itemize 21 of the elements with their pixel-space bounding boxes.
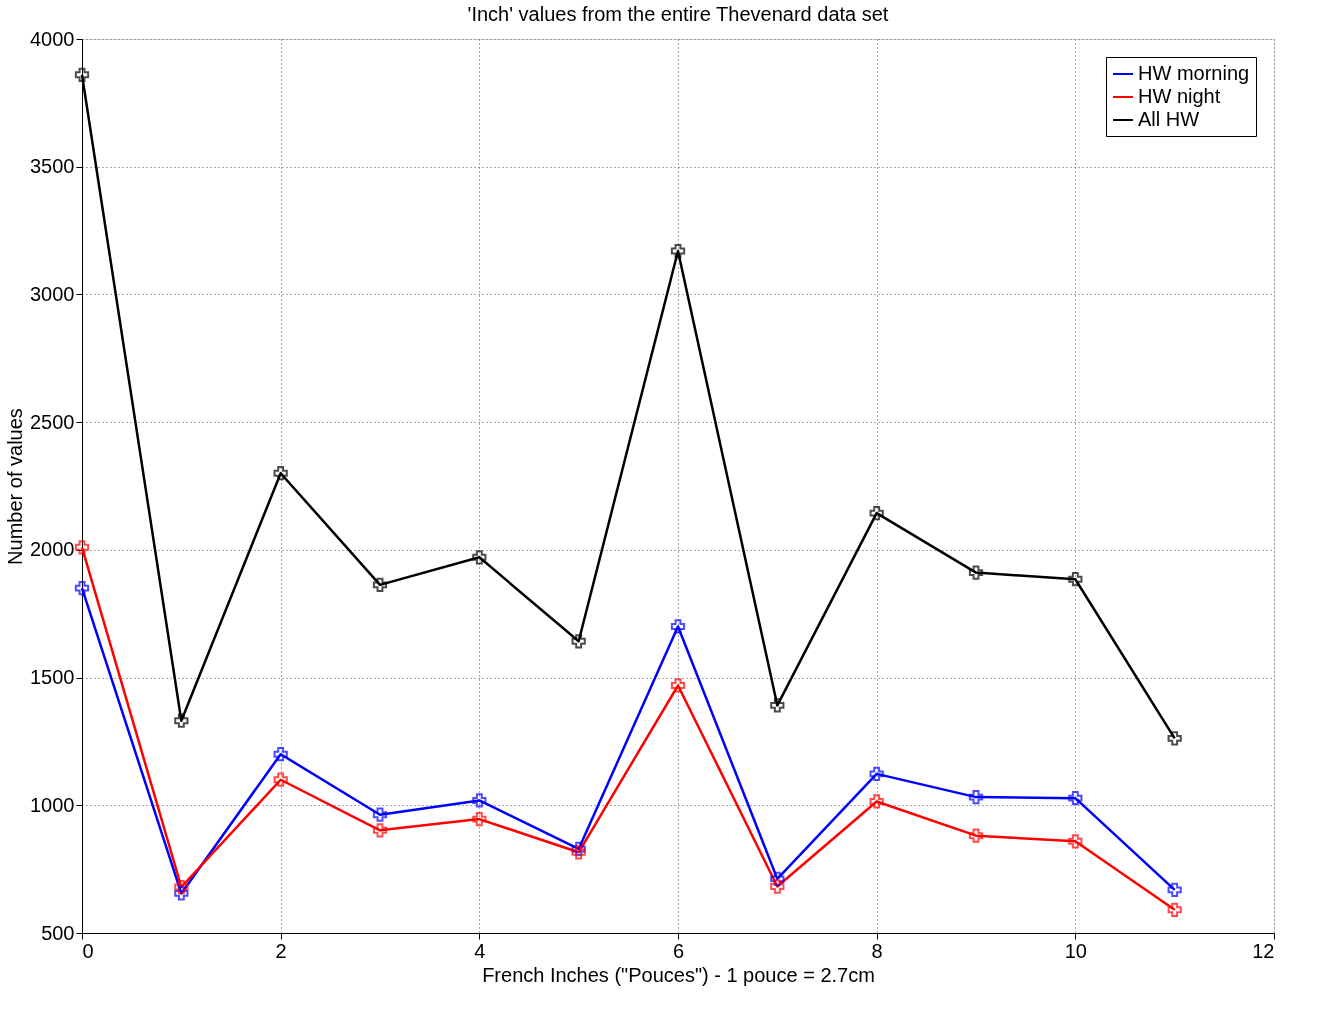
x-tick-label: 6 xyxy=(672,939,685,962)
y-tick-label: 1000 xyxy=(30,793,75,816)
x-tick-label: 4 xyxy=(474,939,486,962)
y-tick-label: 3000 xyxy=(30,282,75,305)
y-tick-label: 1500 xyxy=(30,666,75,689)
x-tick-label: 12 xyxy=(1252,939,1275,962)
y-tick-label: 4000 xyxy=(30,27,75,50)
y-tick-label: 2500 xyxy=(30,410,75,433)
legend-label: HW night xyxy=(1138,85,1221,107)
x-tick-label: 0 xyxy=(82,939,94,962)
y-axis-title: Number of values xyxy=(4,408,27,565)
x-tick-label: 2 xyxy=(275,939,287,962)
y-tick-label: 2000 xyxy=(30,538,75,561)
x-axis-title: French Inches ("Pouces") - 1 pouce = 2.7cm xyxy=(482,963,875,986)
legend-label: All HW xyxy=(1138,108,1200,130)
y-tick-label: 3500 xyxy=(30,155,75,178)
legend-label: HW morning xyxy=(1138,62,1250,84)
chart-title: 'Inch' values from the entire Thevenard data set xyxy=(467,3,889,25)
x-tick-label: 8 xyxy=(871,939,883,962)
x-tick-label: 10 xyxy=(1064,939,1087,962)
y-tick-label: 500 xyxy=(41,921,75,944)
